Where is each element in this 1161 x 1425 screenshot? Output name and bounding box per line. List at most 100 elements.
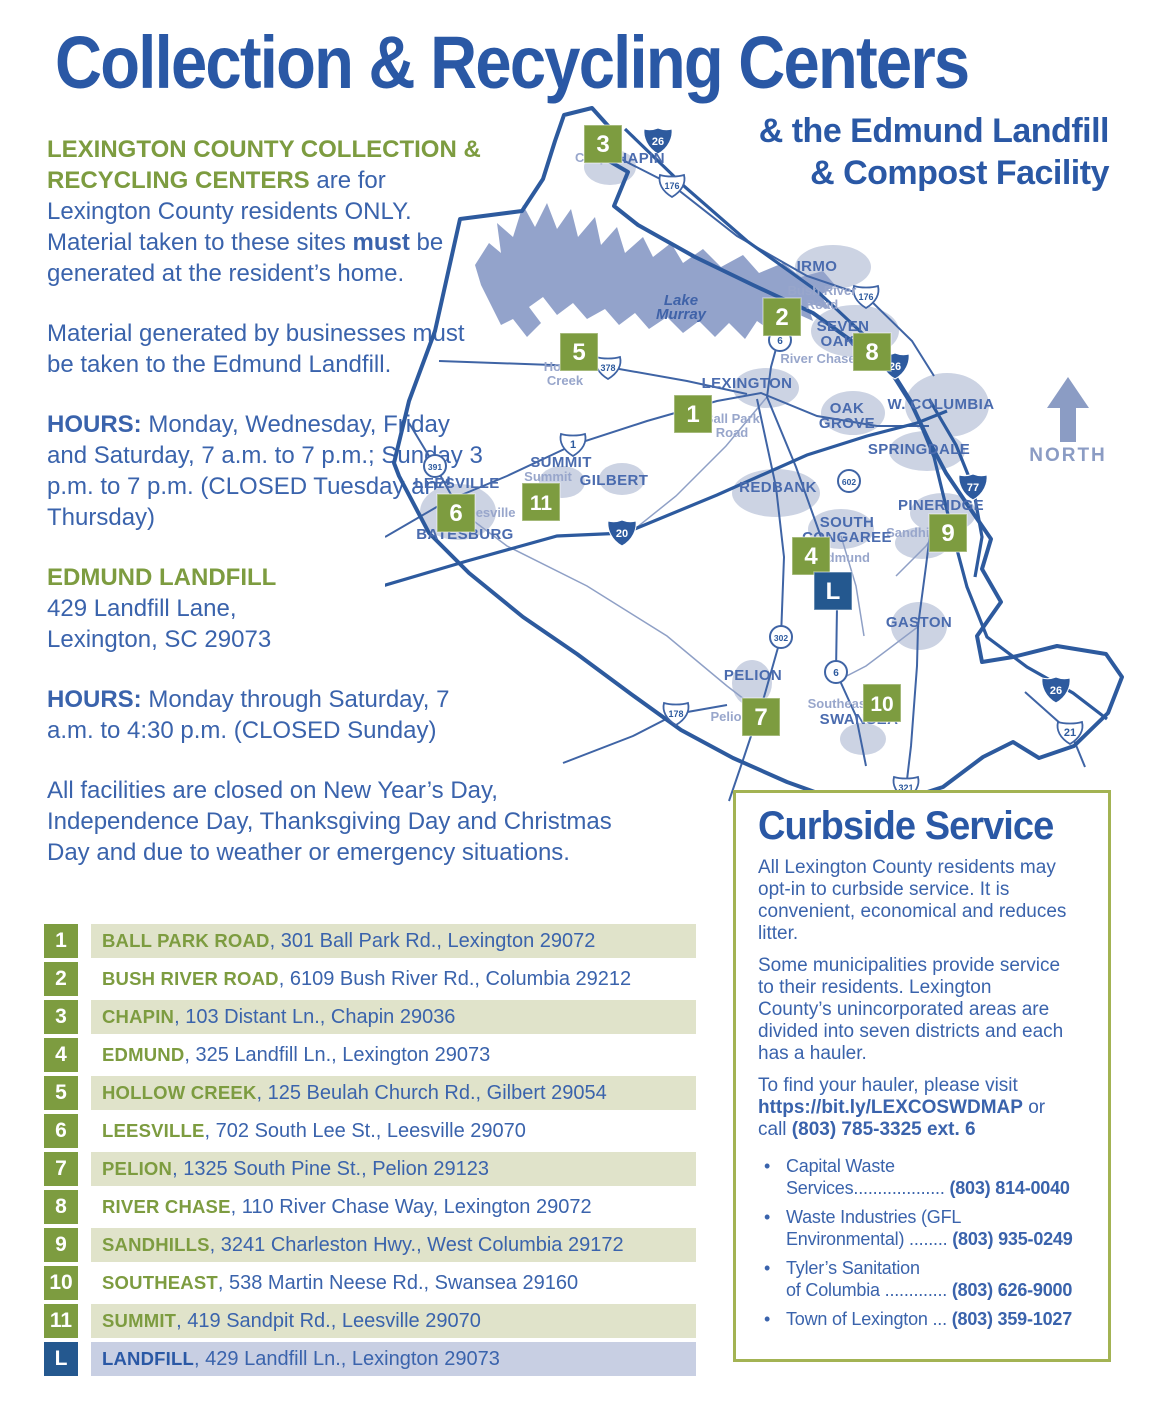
curbside-paragraph: Some municipalities provide service to t… — [758, 955, 1070, 1065]
site-address: , 702 South Lee St., Leesville 29070 — [204, 1120, 526, 1142]
site-info: CHAPIN, 103 Distant Ln., Chapin 29036 — [91, 1000, 696, 1034]
route-178-shield-icon: 178 — [662, 701, 690, 727]
site-row-7: 7 PELION, 1325 South Pine St., Pelion 291… — [44, 1152, 696, 1186]
north-indicator: NORTH — [1029, 377, 1105, 466]
bullet-icon: • — [764, 1207, 771, 1227]
site-number-badge: 8 — [44, 1190, 78, 1224]
shield-number: 26 — [652, 136, 664, 148]
route-176-shield-icon: 176 — [852, 284, 880, 310]
site-row-3: 3 CHAPIN, 103 Distant Ln., Chapin 29036 — [44, 1000, 696, 1034]
route-6-shield-icon: 6 — [824, 660, 848, 684]
marker-number: 4 — [804, 543, 818, 570]
site-number-badge: 4 — [44, 1038, 78, 1072]
curbside-paragraphs: All Lexington County residents may opt-i… — [758, 857, 1088, 1141]
map-label-bush-river: Bush River Road — [788, 283, 857, 312]
map-label-ball-park: Ball Park Road — [704, 411, 760, 440]
site-info: SOUTHEAST, 538 Martin Neese Rd., Swansea… — [91, 1266, 696, 1300]
site-number-badge: 5 — [44, 1076, 78, 1110]
bullet-icon: • — [764, 1309, 771, 1329]
site-row-L: L LANDFILL, 429 Landfill Ln., Lexington 2… — [44, 1342, 696, 1376]
map-label-edmund: Edmund — [818, 550, 870, 565]
hauler-phone: (803) 359-1027 — [951, 1309, 1073, 1329]
shield-number: 1 — [570, 439, 576, 451]
shield-number: 6 — [833, 668, 839, 679]
site-address: , 325 Landfill Ln., Lexington 29073 — [184, 1044, 491, 1066]
hauler-map-link[interactable]: https://bit.ly/LEXCOSWDMAP — [758, 1097, 1023, 1118]
info-paragraph: EDMUND LANDFILL 429 Landfill Lane, Lexingt… — [47, 562, 483, 655]
site-row-8: 8 RIVER CHASE, 110 River Chase Way, Lexin… — [44, 1190, 696, 1224]
route-176-shield-icon: 176 — [658, 173, 686, 199]
hauler-phone: (803) 814-0040 — [949, 1178, 1070, 1198]
info-paragraph: All facilities are closed on New Year’s … — [47, 775, 627, 868]
shield-number: 176 — [664, 181, 679, 191]
map-label-gaston: GASTON — [886, 614, 952, 631]
map-label-lexington: LEXINGTON — [702, 375, 793, 392]
shield-number: 176 — [858, 292, 873, 302]
text-segment: HOURS: — [47, 411, 142, 438]
interstate-26-shield-icon: 26 — [643, 127, 673, 155]
map-label-w-columbia: W. COLUMBIA — [888, 396, 995, 413]
site-name: LANDFILL — [102, 1348, 195, 1369]
marker-number: 6 — [449, 500, 462, 527]
site-row-6: 6 LEESVILLE, 702 South Lee St., Leesville… — [44, 1114, 696, 1148]
map-label-pelion: PELION — [724, 667, 782, 684]
site-number-badge: 10 — [44, 1266, 78, 1300]
shield-number: 391 — [428, 462, 442, 472]
interstate-77-shield-icon: 77 — [958, 473, 988, 501]
map-label-springdale: SPRINGDALE — [868, 441, 970, 458]
route-302-shield-icon: 302 — [769, 625, 793, 649]
marker-number: 11 — [530, 492, 553, 515]
site-address: , 125 Beulah Church Rd., Gilbert 29054 — [256, 1082, 607, 1104]
site-name: BUSH RIVER ROAD — [102, 968, 279, 989]
map-label-leesville: LEESVILLE — [414, 475, 499, 492]
hauler-item: • Town of Lexington ... (803) 359-1027 — [764, 1309, 1073, 1329]
site-info: PELION, 1325 South Pine St., Pelion 2912… — [91, 1152, 696, 1186]
interstate-20-shield-icon: 20 — [607, 519, 637, 547]
shield-number: 26 — [1050, 685, 1062, 697]
bullet-icon: • — [764, 1258, 771, 1278]
shield-number: 321 — [898, 783, 913, 793]
text-segment: are for Lexington County residents ONLY.… — [47, 167, 412, 256]
marker-number: 3 — [596, 131, 609, 158]
curbside-service-box: Curbside Service All Lexington County re… — [733, 790, 1111, 1362]
site-address: , 3241 Charleston Hwy., West Columbia 29… — [209, 1234, 624, 1256]
site-name: PELION — [102, 1158, 173, 1179]
marker-number: 2 — [775, 304, 788, 331]
curbside-title: Curbside Service — [758, 804, 1054, 848]
site-info: EDMUND, 325 Landfill Ln., Lexington 2907… — [91, 1038, 696, 1072]
site-number-badge: 2 — [44, 962, 78, 996]
site-name: RIVER CHASE — [102, 1196, 231, 1217]
info-column: LEXINGTON COUNTY COLLECTION & RECYCLING … — [47, 134, 612, 897]
site-info: LEESVILLE, 702 South Lee St., Leesville … — [91, 1114, 696, 1148]
site-number-badge: 3 — [44, 1000, 78, 1034]
text-segment: Monday through Saturday, 7 a.m. to 4:30 … — [47, 686, 450, 744]
site-row-2: 2 BUSH RIVER ROAD, 6109 Bush River Rd., C… — [44, 962, 696, 996]
marker-number: 7 — [754, 704, 767, 731]
marker-number: 8 — [865, 339, 878, 366]
subtitle-line-2: & Compost Facility — [810, 154, 1109, 192]
marker-number: 5 — [572, 339, 585, 366]
marker-number: 10 — [870, 693, 893, 716]
text-segment: or call — [758, 1097, 1046, 1140]
bullet-icon: • — [764, 1156, 771, 1176]
shield-number: 77 — [967, 482, 979, 494]
site-number-badge: 7 — [44, 1152, 78, 1186]
hauler-item: • Waste Industries (GFL Environmental) ...… — [764, 1207, 1073, 1249]
map-marker-5: 5 — [559, 332, 599, 372]
hauler-list: • Capital Waste Services..................… — [758, 1155, 1088, 1330]
text-segment: Some municipalities provide service to t… — [758, 955, 1064, 1064]
info-paragraph: Material generated by businesses must be… — [47, 318, 483, 380]
text-segment: HOURS: — [47, 686, 142, 713]
county-map: 26 26 26 20 77 176 176 378 1 178 321 21 391 602 302 6 6 … — [378, 105, 1125, 806]
map-label-lake: Lake Murray — [656, 292, 707, 323]
hauler-phone: (803) 935-0249 — [952, 1229, 1073, 1249]
site-info: SUMMIT, 419 Sandpit Rd., Leesville 29070 — [91, 1304, 696, 1338]
hauler-item: • Capital Waste Services..................… — [764, 1156, 1070, 1198]
site-name: CHAPIN — [102, 1006, 175, 1027]
text-segment: EDMUND LANDFILL — [47, 564, 277, 591]
subtitle-line-1: & the Edmund Landfill — [758, 112, 1110, 150]
map-label-gilbert: GILBERT — [580, 472, 649, 489]
map-marker-11: 11 — [521, 482, 561, 522]
map-label-pelion: Pelion — [710, 709, 749, 724]
shield-number: 302 — [774, 633, 788, 643]
